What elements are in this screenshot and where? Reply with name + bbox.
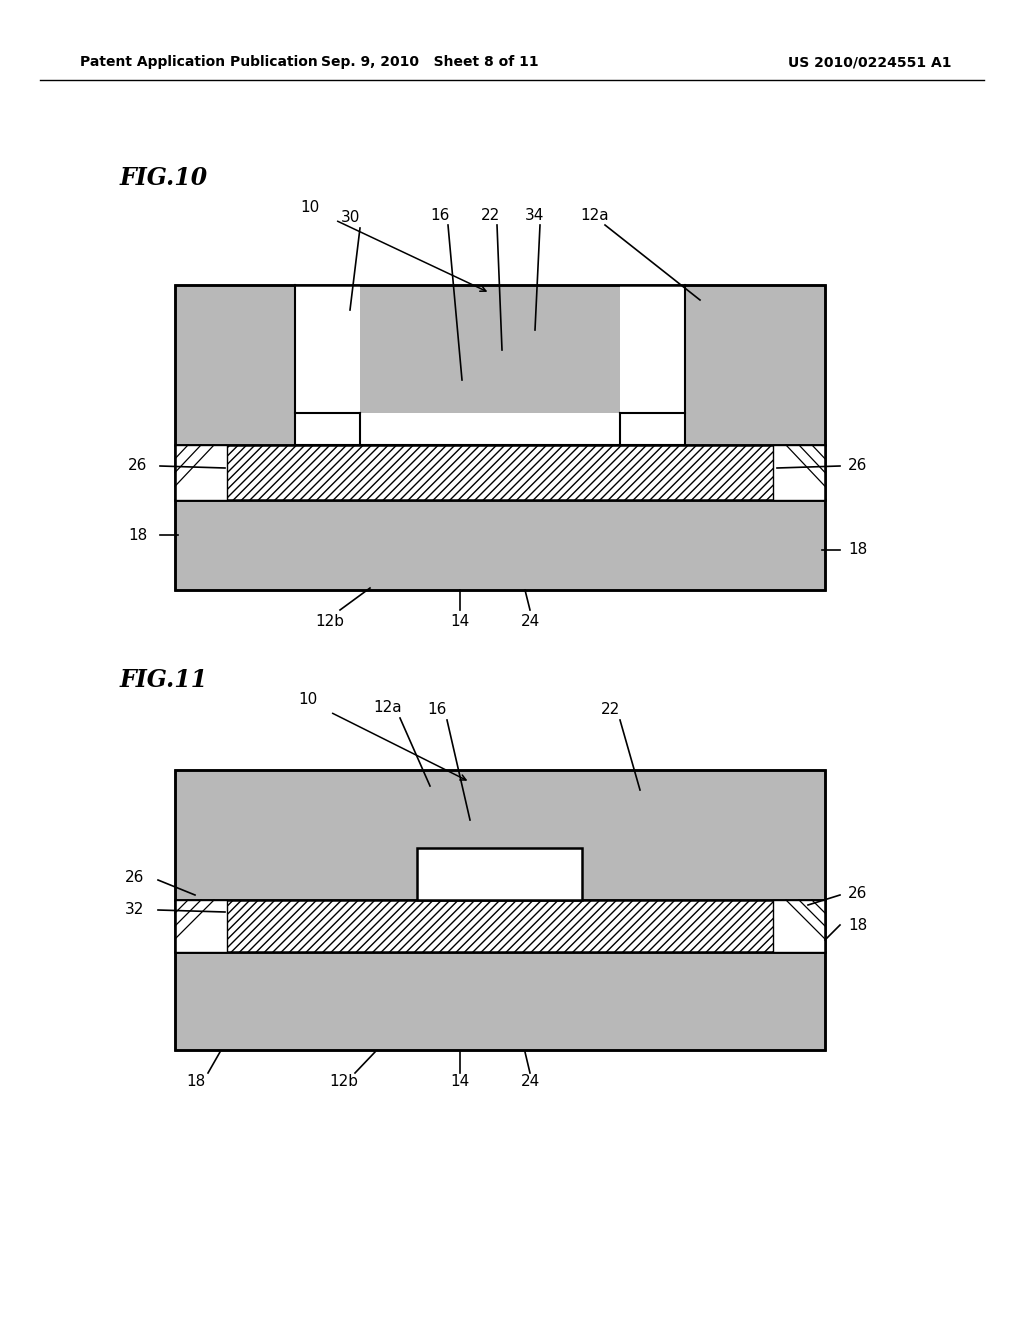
Bar [773, 900, 825, 952]
Text: 26: 26 [848, 886, 867, 900]
Bar [295, 413, 685, 445]
Text: Patent Application Publication: Patent Application Publication [80, 55, 317, 69]
Text: 26: 26 [848, 458, 867, 474]
Bar [620, 285, 685, 445]
Text: 16: 16 [430, 207, 450, 223]
Text: 12a: 12a [374, 701, 402, 715]
Text: 22: 22 [480, 207, 500, 223]
Text: 26: 26 [128, 458, 147, 474]
Text: 24: 24 [520, 1074, 540, 1089]
Text: 24: 24 [520, 615, 540, 630]
Text: 30: 30 [340, 210, 359, 226]
Bar [175, 445, 227, 500]
Text: FIG.11: FIG.11 [120, 668, 208, 692]
Text: 26: 26 [125, 870, 144, 886]
Bar [175, 900, 227, 952]
Bar [175, 770, 825, 1049]
Text: FIG.10: FIG.10 [120, 166, 208, 190]
Text: 32: 32 [125, 903, 144, 917]
Bar [295, 285, 360, 445]
Text: 10: 10 [300, 201, 319, 215]
Bar [175, 285, 825, 445]
Text: 12b: 12b [330, 1074, 358, 1089]
Text: US 2010/0224551 A1: US 2010/0224551 A1 [788, 55, 951, 69]
Bar [175, 285, 825, 590]
Bar [175, 952, 825, 1049]
Bar [175, 500, 825, 590]
Text: 18: 18 [848, 917, 867, 932]
Text: 14: 14 [451, 1074, 470, 1089]
Text: 22: 22 [600, 702, 620, 718]
Text: 14: 14 [451, 615, 470, 630]
Bar [773, 445, 825, 500]
Text: 16: 16 [427, 702, 446, 718]
Text: 10: 10 [298, 693, 317, 708]
Text: 18: 18 [848, 543, 867, 557]
Text: 18: 18 [186, 1074, 206, 1089]
Text: 34: 34 [524, 207, 544, 223]
Bar [175, 900, 825, 952]
Text: 12a: 12a [581, 207, 609, 223]
Bar [175, 770, 825, 900]
Bar [175, 445, 825, 500]
Text: 12b: 12b [315, 615, 344, 630]
Text: 18: 18 [128, 528, 147, 543]
Bar [417, 847, 582, 900]
Text: Sep. 9, 2010   Sheet 8 of 11: Sep. 9, 2010 Sheet 8 of 11 [322, 55, 539, 69]
